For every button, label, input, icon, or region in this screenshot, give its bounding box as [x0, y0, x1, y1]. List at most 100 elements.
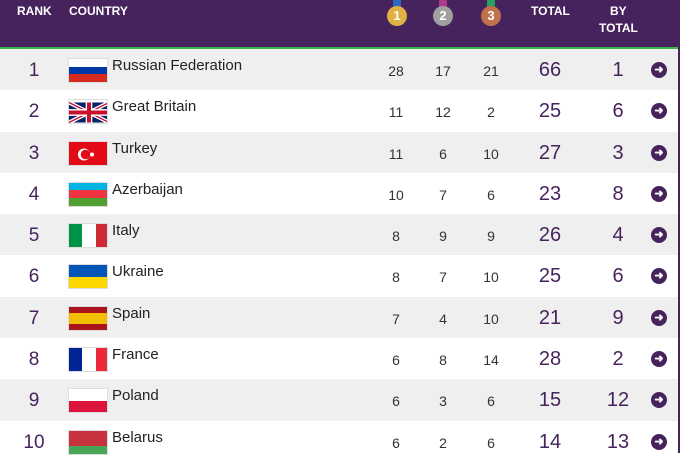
- rank-by-total: 4: [612, 224, 624, 247]
- gold-count: 11: [388, 145, 404, 162]
- header-total[interactable]: TOTAL: [531, 4, 570, 18]
- silver-count: 17: [435, 63, 451, 79]
- gold-count: 6: [392, 352, 400, 369]
- bronze-count: 9: [487, 228, 495, 245]
- rank: 9: [28, 390, 40, 412]
- country-name[interactable]: Spain: [112, 304, 151, 322]
- total-count: 66: [538, 59, 562, 81]
- table-row[interactable]: 5 Italy 8 9 9 26 4 ➜: [0, 214, 678, 256]
- country-name[interactable]: Poland: [112, 387, 159, 405]
- total-count: 28: [538, 348, 562, 371]
- arrow-right-icon[interactable]: ➜: [651, 392, 667, 409]
- header-divider: [0, 47, 678, 49]
- rank: 3: [28, 142, 40, 164]
- arrow-right-icon[interactable]: ➜: [651, 433, 667, 450]
- table-row[interactable]: 9 Poland 6 3 6 15 12 ➜: [0, 379, 678, 421]
- gold-count: 6: [392, 434, 400, 451]
- silver-count: 12: [435, 104, 451, 121]
- bronze-count: 10: [483, 145, 499, 162]
- country-name[interactable]: Great Britain: [112, 98, 197, 116]
- table-row[interactable]: 4 Azerbaijan 10 7 6 23 8 ➜: [0, 173, 678, 214]
- gold-count: 8: [392, 269, 400, 286]
- turkey-flag-icon: [68, 140, 108, 166]
- country-name[interactable]: Russian Federation: [112, 57, 243, 74]
- rank-by-total: 9: [612, 306, 624, 329]
- header-by-total-2[interactable]: TOTAL: [599, 21, 638, 35]
- poland-flag-icon: [68, 388, 108, 414]
- country-name[interactable]: Ukraine: [112, 263, 164, 281]
- total-count: 26: [538, 224, 562, 247]
- table-body: 1 Russian Federation 28 17 21 66 1 ➜ 2 Gr…: [0, 49, 678, 462]
- silver-count: 2: [439, 434, 447, 451]
- rank: 2: [28, 101, 40, 123]
- table-header: RANK COUNTRY 1 2 3 TOTAL BY TOTAL: [0, 0, 678, 47]
- arrow-right-icon[interactable]: ➜: [651, 144, 667, 161]
- silver-count: 7: [439, 269, 447, 286]
- table-row[interactable]: 10 Belarus 6 2 6 14 13 ➜: [0, 421, 678, 462]
- rank-by-total: 12: [606, 389, 630, 412]
- gold-count: 6: [392, 393, 400, 410]
- bronze-count: 14: [483, 352, 499, 369]
- total-count: 23: [538, 182, 562, 205]
- total-count: 15: [538, 389, 562, 412]
- arrow-right-icon[interactable]: ➜: [651, 227, 667, 244]
- arrow-right-icon[interactable]: ➜: [651, 309, 667, 326]
- country-name[interactable]: Turkey: [112, 139, 158, 157]
- rank: 4: [28, 183, 40, 205]
- bronze-count: 2: [487, 104, 495, 121]
- rank-by-total: 2: [612, 348, 624, 371]
- silver-count: 4: [439, 310, 447, 327]
- total-count: 25: [538, 100, 562, 123]
- total-count: 27: [538, 141, 562, 164]
- silver-count: 7: [439, 186, 447, 203]
- silver-count: 9: [439, 228, 447, 245]
- gold-count: 8: [392, 228, 400, 245]
- bronze-medal-icon[interactable]: 3: [481, 0, 501, 28]
- bronze-count: 21: [483, 63, 499, 79]
- arrow-right-icon[interactable]: ➜: [651, 103, 667, 120]
- table-row[interactable]: 8 France 6 8 14 28 2 ➜: [0, 338, 678, 379]
- table-row[interactable]: 2 Great Britain 11 12 2 25 6 ➜: [0, 90, 678, 131]
- rank-by-total: 6: [612, 100, 624, 123]
- bronze-count: 6: [487, 393, 495, 410]
- rank: 1: [28, 60, 40, 81]
- bronze-count: 10: [483, 310, 499, 327]
- total-count: 14: [538, 430, 562, 453]
- azerbaijan-flag-icon: [68, 181, 108, 207]
- total-count: 21: [538, 306, 562, 329]
- header-by-total-1[interactable]: BY: [610, 4, 627, 18]
- bronze-count: 6: [487, 434, 495, 451]
- arrow-right-icon[interactable]: ➜: [651, 351, 667, 368]
- spain-flag-icon: [68, 305, 108, 331]
- arrow-right-icon[interactable]: ➜: [651, 185, 667, 202]
- silver-count: 3: [439, 393, 447, 410]
- header-rank[interactable]: RANK: [17, 4, 52, 18]
- rank-by-total: 6: [612, 265, 624, 288]
- gold-count: 7: [392, 310, 400, 327]
- rank-by-total: 8: [612, 182, 624, 205]
- silver-count: 6: [439, 145, 447, 162]
- total-count: 25: [538, 265, 562, 288]
- silver-medal-icon[interactable]: 2: [433, 0, 453, 28]
- table-row[interactable]: 7 Spain 7 4 10 21 9 ➜: [0, 296, 678, 339]
- country-name[interactable]: Italy: [112, 222, 140, 240]
- arrow-right-icon[interactable]: ➜: [651, 268, 667, 285]
- country-name[interactable]: Belarus: [112, 428, 163, 446]
- italy-flag-icon: [68, 223, 108, 249]
- rank-by-total: 13: [606, 430, 630, 453]
- bronze-count: 10: [483, 269, 499, 286]
- gold-medal-icon[interactable]: 1: [387, 0, 407, 28]
- country-name[interactable]: France: [112, 346, 159, 364]
- table-row[interactable]: 3 Turkey 11 6 10 27 3 ➜: [0, 131, 678, 173]
- rank: 6: [28, 266, 40, 288]
- arrow-right-icon[interactable]: ➜: [651, 62, 667, 78]
- country-name[interactable]: Azerbaijan: [112, 180, 183, 198]
- table-row[interactable]: 6 Ukraine 8 7 10 25 6 ➜: [0, 255, 678, 296]
- bronze-count: 6: [487, 186, 495, 203]
- belarus-flag-icon: [68, 429, 108, 455]
- header-country[interactable]: COUNTRY: [69, 4, 128, 18]
- uk-flag-icon: [68, 99, 108, 125]
- rank-by-total: 1: [612, 59, 624, 81]
- table-row[interactable]: 1 Russian Federation 28 17 21 66 1 ➜: [0, 49, 678, 91]
